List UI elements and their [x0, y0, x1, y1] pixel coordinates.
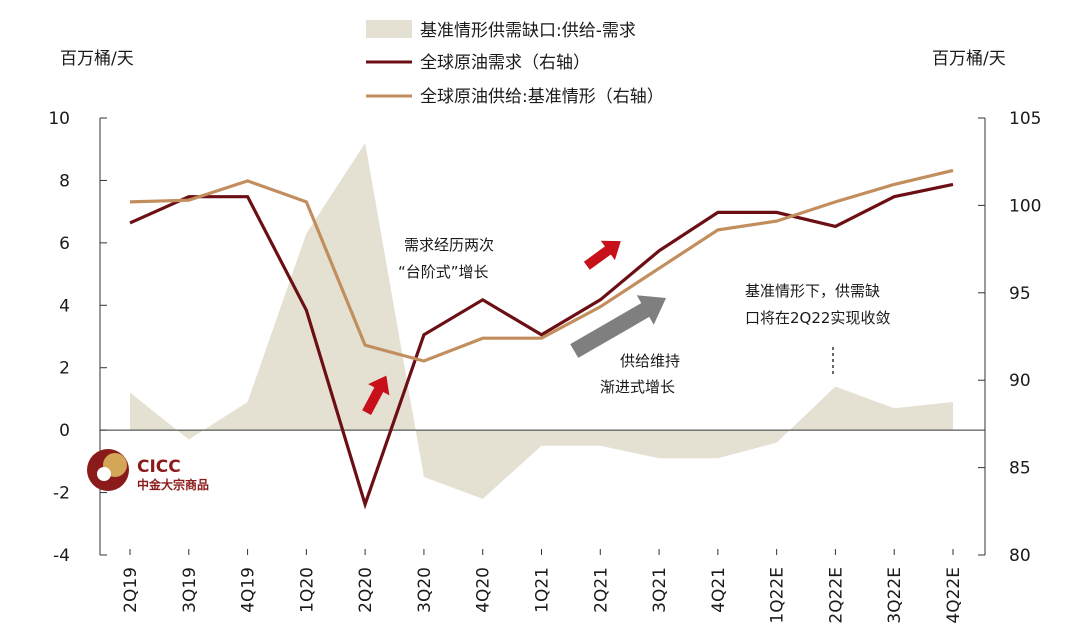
annotation-gap-convergence: 基准情形下，供需缺 口将在2Q22实现收敛 — [745, 282, 890, 375]
x-tick-label: 4Q19 — [239, 567, 259, 613]
demand-line — [129, 182, 954, 510]
red-up-arrow-icon — [362, 375, 390, 416]
x-tick-label: 3Q19 — [180, 567, 200, 613]
left-tick-label: 10 — [48, 109, 70, 129]
x-tick-label: 4Q22E — [944, 567, 964, 624]
left-tick-label: 2 — [59, 359, 70, 379]
annotation-demand-line-2: “台阶式”增长 — [398, 263, 489, 281]
left-tick-label: 6 — [59, 234, 70, 254]
left-tick-label: -2 — [53, 484, 70, 504]
legend-label-gap: 基准情形供需缺口:供给-需求 — [420, 21, 636, 41]
supply-line — [129, 168, 954, 363]
left-tick-label: -4 — [53, 546, 70, 566]
annotation-gap-line-1: 基准情形下，供需缺 — [745, 282, 880, 300]
right-tick-label: 80 — [1009, 546, 1031, 566]
left-tick-label: 0 — [59, 421, 70, 441]
legend: 基准情形供需缺口:供给-需求 全球原油需求（右轴） 全球原油供给:基准情形（右轴… — [366, 20, 664, 107]
legend-label-supply: 全球原油供给:基准情形（右轴） — [420, 87, 664, 107]
lines-layer — [129, 168, 954, 510]
annotation-supply-line-1: 供给维持 — [620, 352, 680, 370]
legend-swatch-gap-area — [366, 20, 412, 38]
cicc-logo: CICC 中金大宗商品 — [87, 449, 209, 492]
right-axis-unit: 百万桶/天 — [932, 49, 1006, 69]
x-tick-label: 2Q19 — [121, 567, 141, 613]
x-tick-label: 2Q21 — [591, 567, 611, 613]
right-tick-label: 95 — [1009, 284, 1031, 304]
x-tick-label: 3Q22E — [885, 567, 905, 624]
annotation-gap-line-2: 口将在2Q22实现收敛 — [745, 309, 890, 327]
x-tick-label: 1Q22E — [768, 567, 788, 624]
legend-label-demand: 全球原油需求（右轴） — [420, 53, 590, 73]
gray-up-arrow-icon — [570, 295, 667, 358]
annotation-supply-gradual: 供给维持 渐进式增长 — [600, 352, 680, 396]
left-tick-label: 8 — [59, 171, 70, 191]
red-up-arrow-icon — [583, 240, 621, 270]
left-tick-label: 4 — [59, 296, 70, 316]
annotation-demand-line-1: 需求经历两次 — [404, 236, 494, 254]
cicc-logo-text: CICC — [137, 457, 181, 477]
x-tick-label: 4Q20 — [474, 567, 494, 613]
x-tick-label: 2Q22E — [826, 567, 846, 624]
x-tick-label: 1Q21 — [533, 567, 553, 613]
annotation-supply-line-2: 渐进式增长 — [600, 378, 675, 396]
axes-layer — [99, 117, 986, 556]
x-tick-label: 3Q20 — [415, 567, 435, 613]
right-tick-label: 100 — [1009, 196, 1041, 216]
left-axis-unit: 百万桶/天 — [60, 49, 134, 69]
annotation-demand-steps: 需求经历两次 “台阶式”增长 — [398, 236, 494, 281]
right-tick-label: 90 — [1009, 371, 1031, 391]
right-tick-label: 105 — [1009, 109, 1041, 129]
x-tick-label: 3Q21 — [650, 567, 670, 613]
labels-layer: -4 -2 0 2 4 6 8 10 80 85 90 95 100 105 2Q19 3Q19 4Q19 1Q2… — [48, 109, 1041, 624]
right-tick-label: 85 — [1009, 459, 1031, 479]
x-tick-label: 1Q20 — [297, 567, 317, 613]
x-tick-label: 2Q20 — [356, 567, 376, 613]
cicc-logo-subtext: 中金大宗商品 — [137, 477, 209, 492]
x-tick-label: 4Q21 — [709, 567, 729, 613]
